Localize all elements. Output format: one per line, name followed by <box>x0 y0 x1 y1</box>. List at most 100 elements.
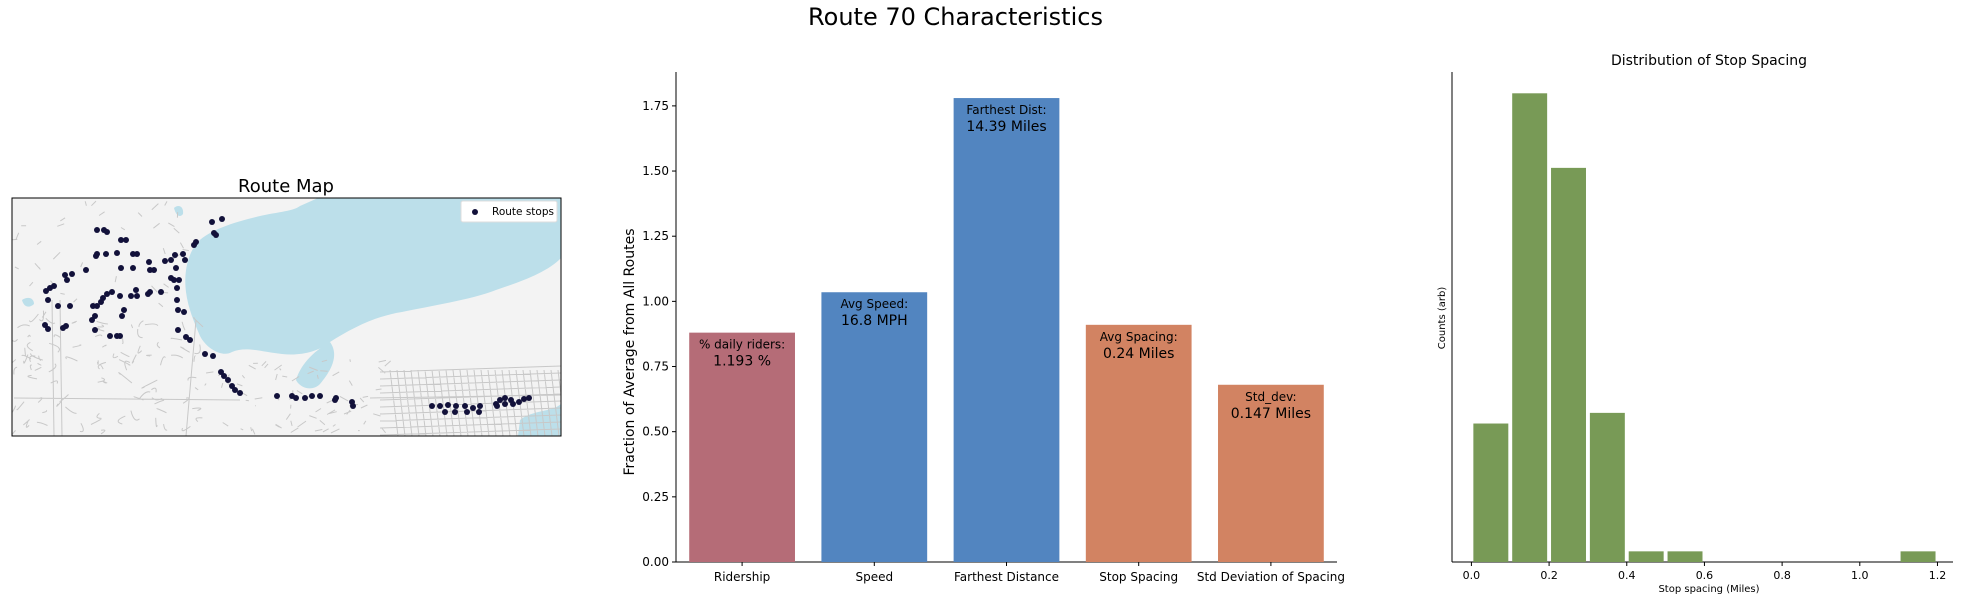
map-frame <box>11 197 562 437</box>
route-stop-marker <box>158 289 164 295</box>
histogram-bar <box>1900 551 1936 562</box>
route-stop-marker <box>175 307 181 313</box>
route-stop-marker <box>445 402 451 408</box>
bar-xtick-label: Std Deviation of Spacing <box>1197 570 1345 584</box>
bar-annotation-value: 14.39 Miles <box>966 119 1046 135</box>
bar-annotation-label: Std_dev: <box>1245 390 1296 404</box>
route-stop-marker <box>176 277 182 283</box>
route-stop-marker <box>114 250 120 256</box>
route-stop-marker <box>93 253 99 259</box>
map-legend-box <box>460 200 558 223</box>
route-stop-marker <box>516 399 522 405</box>
route-stop-marker <box>502 401 508 407</box>
histogram-bar <box>1551 167 1586 562</box>
map-small-lake-north <box>174 206 184 216</box>
bar-xtick-label: Farthest Distance <box>954 570 1059 584</box>
route-stop-marker <box>181 309 187 315</box>
route-stop-marker <box>67 303 73 309</box>
route-stop-marker <box>464 409 470 415</box>
route-stop-marker <box>521 396 527 402</box>
route-stop-marker <box>83 267 89 273</box>
route-stop-marker <box>174 297 180 303</box>
route-stop-marker <box>462 403 468 409</box>
route-stop-marker <box>182 257 188 263</box>
figure-title: Route 70 Characteristics <box>808 3 1103 31</box>
route-stop-marker <box>109 289 115 295</box>
route-stop-marker <box>221 373 227 379</box>
route-stop-marker <box>107 333 113 339</box>
bar-xtick-label: Stop Spacing <box>1099 570 1178 584</box>
histogram-ylabel: Counts (arb) <box>1437 287 1448 350</box>
histogram-xtick-label: 0.0 <box>1463 569 1481 582</box>
route-stop-marker <box>147 267 153 273</box>
route-stop-marker <box>45 297 51 303</box>
route-stop-marker <box>452 409 458 415</box>
bar-annotation-label: % daily riders: <box>699 338 785 352</box>
histogram-title: Distribution of Stop Spacing <box>1611 53 1807 69</box>
route-stop-marker <box>64 277 70 283</box>
route-stops <box>42 216 532 415</box>
route-stop-marker <box>180 251 186 257</box>
route-stop-marker <box>89 317 95 323</box>
route-stop-marker <box>219 216 225 222</box>
histogram-xtick-label: 1.2 <box>1929 569 1947 582</box>
route-stop-marker <box>193 239 199 245</box>
map-title: Route Map <box>238 176 334 197</box>
bar-chart-ylabel: Fraction of Average from All Routes <box>622 229 638 476</box>
route-stop-marker <box>232 387 238 393</box>
bar-ytick-label: 0.50 <box>642 425 669 439</box>
route-stop-marker <box>476 409 482 415</box>
route-stop-marker <box>92 327 98 333</box>
route-stop-marker <box>162 258 168 264</box>
route-stop-marker <box>134 293 140 299</box>
route-stop-marker <box>429 403 435 409</box>
route-stop-marker <box>237 390 243 396</box>
route-stop-marker <box>119 313 125 319</box>
bar-ytick-label: 1.00 <box>642 294 669 308</box>
histogram-bar <box>1473 423 1509 562</box>
route-stop-marker <box>210 353 216 359</box>
route-stop-marker <box>117 293 123 299</box>
route-stop-marker <box>453 403 459 409</box>
route-stop-marker <box>51 283 57 289</box>
route-stop-marker <box>477 403 483 409</box>
route-stop-marker <box>55 303 61 309</box>
bar-annotation-label: Farthest Dist: <box>966 103 1046 117</box>
route-stop-marker <box>174 285 180 291</box>
bar-ridership <box>689 332 795 562</box>
route-stop-marker <box>130 265 136 271</box>
bar-ytick-label: 0.00 <box>642 555 669 569</box>
histogram-bar <box>1628 551 1664 562</box>
route-stop-marker <box>494 403 500 409</box>
route-stop-marker <box>94 303 100 309</box>
route-stop-marker <box>350 403 356 409</box>
bar-stop-spacing <box>1085 324 1192 562</box>
histogram-xtick-label: 0.2 <box>1540 569 1558 582</box>
route-stop-marker <box>209 219 215 225</box>
route-stop-marker <box>100 295 106 301</box>
route-stop-marker <box>104 291 110 297</box>
histogram-xtick-label: 0.8 <box>1773 569 1791 582</box>
bar-ytick-label: 0.75 <box>642 360 669 374</box>
bar-annotation-label: Avg Speed: <box>840 297 908 311</box>
route-stop-marker <box>317 393 323 399</box>
map-legend-marker <box>472 209 478 215</box>
route-stop-marker <box>175 327 181 333</box>
route-stop-marker <box>333 395 339 401</box>
route-stop-marker <box>274 393 280 399</box>
route-stop-marker <box>168 257 174 263</box>
route-stop-marker <box>118 265 124 271</box>
basemap <box>12 198 561 436</box>
route-stop-marker <box>45 326 51 332</box>
route-stop-marker <box>470 405 476 411</box>
bar-ytick-label: 1.25 <box>642 229 669 243</box>
route-stop-marker <box>147 289 153 295</box>
bar-farthest-distance <box>953 98 1060 562</box>
bar-ytick-label: 0.25 <box>642 490 669 504</box>
route-stop-marker <box>118 237 124 243</box>
histogram-xtick-label: 0.4 <box>1618 569 1636 582</box>
route-stop-marker <box>104 229 110 235</box>
route-stop-marker <box>63 323 69 329</box>
route-stop-marker <box>128 293 134 299</box>
route-stop-marker <box>202 351 208 357</box>
